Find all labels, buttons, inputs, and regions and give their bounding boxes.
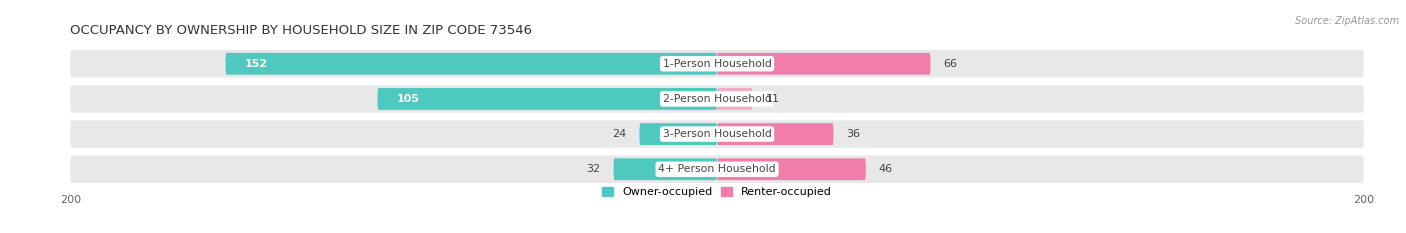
Legend: Owner-occupied, Renter-occupied: Owner-occupied, Renter-occupied (602, 187, 832, 197)
FancyBboxPatch shape (640, 123, 717, 145)
FancyBboxPatch shape (613, 158, 717, 180)
Text: 46: 46 (879, 164, 893, 174)
Text: 11: 11 (765, 94, 779, 104)
Text: Source: ZipAtlas.com: Source: ZipAtlas.com (1295, 16, 1399, 26)
FancyBboxPatch shape (70, 50, 1364, 77)
Text: OCCUPANCY BY OWNERSHIP BY HOUSEHOLD SIZE IN ZIP CODE 73546: OCCUPANCY BY OWNERSHIP BY HOUSEHOLD SIZE… (70, 24, 533, 37)
Text: 24: 24 (612, 129, 627, 139)
Text: 1-Person Household: 1-Person Household (662, 59, 772, 69)
FancyBboxPatch shape (717, 123, 834, 145)
FancyBboxPatch shape (717, 53, 931, 75)
Text: 32: 32 (586, 164, 600, 174)
FancyBboxPatch shape (717, 158, 866, 180)
Text: 66: 66 (943, 59, 957, 69)
FancyBboxPatch shape (70, 120, 1364, 148)
Text: 152: 152 (245, 59, 269, 69)
Text: 4+ Person Household: 4+ Person Household (658, 164, 776, 174)
FancyBboxPatch shape (225, 53, 717, 75)
FancyBboxPatch shape (70, 85, 1364, 113)
FancyBboxPatch shape (717, 88, 752, 110)
FancyBboxPatch shape (70, 156, 1364, 183)
Text: 3-Person Household: 3-Person Household (662, 129, 772, 139)
Text: 105: 105 (396, 94, 420, 104)
Text: 2-Person Household: 2-Person Household (662, 94, 772, 104)
FancyBboxPatch shape (377, 88, 717, 110)
Text: 36: 36 (846, 129, 860, 139)
